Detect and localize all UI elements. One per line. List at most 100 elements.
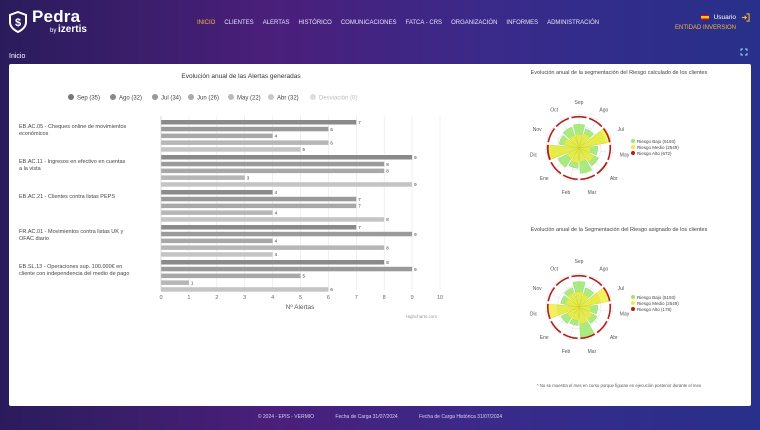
radar-wedge-medio[interactable] bbox=[578, 127, 611, 149]
radar-wedge-alto[interactable] bbox=[562, 174, 578, 181]
nav-item-administración[interactable]: ADMINISTRACIÓN bbox=[547, 20, 600, 26]
legend-marker[interactable] bbox=[310, 94, 316, 100]
bar-data-label: 8 bbox=[386, 162, 389, 167]
radar-wedge-alto[interactable] bbox=[571, 274, 587, 278]
bar-sep[interactable] bbox=[161, 120, 357, 125]
bar-ago[interactable] bbox=[161, 196, 357, 202]
footer: © 2024 - EPIS - VERMIO Fecha de Carga 31… bbox=[0, 414, 760, 420]
radar-wedge-medio[interactable] bbox=[575, 291, 583, 308]
bar-jun[interactable] bbox=[161, 280, 189, 285]
radar-wedge-medio[interactable] bbox=[578, 146, 592, 153]
radar-footnote: * No se muestra el mes en curso porque f… bbox=[537, 383, 701, 388]
bar-may[interactable] bbox=[161, 252, 273, 257]
bar-jul[interactable] bbox=[161, 273, 301, 279]
radar-wedge-medio[interactable] bbox=[566, 306, 580, 319]
radar-wedge-medio[interactable] bbox=[566, 147, 580, 160]
radar-wedge-medio[interactable] bbox=[571, 147, 580, 164]
radar-legend-marker[interactable] bbox=[631, 301, 635, 305]
radar-wedge-alto[interactable] bbox=[580, 174, 596, 181]
bar-may[interactable] bbox=[161, 217, 385, 222]
radar-wedge-medio[interactable] bbox=[578, 306, 593, 320]
radar-wedge-medio[interactable] bbox=[578, 293, 590, 308]
radar-wedge-medio[interactable] bbox=[563, 138, 580, 149]
radar-wedge-medio[interactable] bbox=[567, 292, 580, 308]
radar-wedge-alto[interactable] bbox=[547, 287, 556, 302]
radar-legend-marker[interactable] bbox=[631, 151, 635, 155]
radar-legend-marker[interactable] bbox=[631, 295, 635, 299]
radar-wedge-alto[interactable] bbox=[588, 117, 603, 128]
nav-item-histórico[interactable]: HISTÓRICO bbox=[298, 20, 332, 26]
bar-sep[interactable] bbox=[161, 190, 273, 195]
radar-wedge-medio[interactable] bbox=[578, 147, 587, 162]
radar-legend-marker[interactable] bbox=[631, 307, 635, 311]
nav-item-fatca-crs[interactable]: FATCA - CRS bbox=[405, 20, 443, 26]
logout-icon[interactable] bbox=[741, 13, 750, 22]
entity-name[interactable]: ENTIDAD INVERSION bbox=[674, 25, 736, 31]
radar-wedge-alto[interactable] bbox=[546, 144, 551, 161]
legend-marker[interactable] bbox=[152, 94, 158, 100]
radar-wedge-alto[interactable] bbox=[555, 276, 570, 287]
bar-jul[interactable] bbox=[161, 203, 357, 209]
nav-item-informes[interactable]: INFORMES bbox=[506, 20, 539, 26]
bar-data-label: 4 bbox=[275, 252, 278, 257]
bar-jul[interactable] bbox=[161, 168, 385, 174]
legend-marker[interactable] bbox=[188, 94, 194, 100]
nav-item-alertas[interactable]: ALERTAS bbox=[262, 20, 290, 26]
radar-wedge-medio[interactable] bbox=[565, 298, 580, 308]
bar-jul[interactable] bbox=[161, 133, 273, 139]
bar-jun[interactable] bbox=[161, 175, 245, 180]
radar-wedge-alto[interactable] bbox=[562, 333, 578, 340]
radar-wedge-medio[interactable] bbox=[575, 134, 583, 149]
radar-wedge-medio[interactable] bbox=[578, 147, 595, 163]
radar-wedge-alto[interactable] bbox=[596, 320, 608, 334]
radar-wedge-medio[interactable] bbox=[578, 133, 591, 149]
radar-wedge-alto[interactable] bbox=[547, 128, 556, 143]
radar-wedge-alto[interactable] bbox=[571, 115, 587, 119]
radar-wedge-alto[interactable] bbox=[550, 161, 562, 175]
bar-may[interactable] bbox=[161, 147, 301, 152]
radar-wedge-alto[interactable] bbox=[602, 287, 611, 302]
bar-ago[interactable] bbox=[161, 231, 413, 237]
legend-marker[interactable] bbox=[228, 94, 234, 100]
bar-may[interactable] bbox=[161, 287, 329, 292]
legend-marker[interactable] bbox=[68, 94, 74, 100]
bar-jul[interactable] bbox=[161, 238, 273, 244]
nav-item-comunicaciones[interactable]: COMUNICACIONES bbox=[340, 20, 397, 26]
bar-ago[interactable] bbox=[161, 266, 413, 272]
expand-icon[interactable] bbox=[740, 48, 748, 56]
bar-sep[interactable] bbox=[161, 225, 357, 230]
nav-item-organización[interactable]: ORGANIZACIÓN bbox=[451, 20, 498, 26]
legend-marker[interactable] bbox=[110, 94, 116, 100]
radar-wedge-alto[interactable] bbox=[607, 303, 612, 320]
nav-item-inicio[interactable]: INICIO bbox=[197, 20, 216, 26]
spain-flag-icon[interactable] bbox=[700, 15, 709, 20]
radar-wedge-alto[interactable] bbox=[546, 303, 551, 320]
radar-wedge-alto[interactable] bbox=[588, 276, 603, 287]
radar-legend-marker[interactable] bbox=[631, 139, 635, 143]
radar-wedge-alto[interactable] bbox=[555, 117, 570, 128]
radar-wedge-medio[interactable] bbox=[571, 306, 580, 321]
radar-wedge-alto[interactable] bbox=[580, 333, 596, 340]
nav-item-clientes[interactable]: CLIENTES bbox=[224, 20, 254, 26]
bar-jun[interactable] bbox=[161, 140, 329, 145]
radar-wedge-medio[interactable] bbox=[578, 306, 588, 325]
radar-wedge-alto[interactable] bbox=[550, 320, 562, 334]
bar-data-label: 8 bbox=[386, 217, 389, 222]
bar-data-label: 8 bbox=[386, 169, 389, 174]
bar-may[interactable] bbox=[161, 182, 413, 187]
radar-wedge-alto[interactable] bbox=[596, 161, 608, 175]
radar-legend-marker[interactable] bbox=[631, 145, 635, 149]
radar-wedge-medio[interactable] bbox=[568, 134, 580, 149]
bar-sep[interactable] bbox=[161, 155, 413, 160]
bar-jun[interactable] bbox=[161, 245, 385, 250]
legend-marker[interactable] bbox=[268, 94, 274, 100]
bar-jun[interactable] bbox=[161, 210, 273, 215]
app-logo[interactable]: $ Pedra by izertis bbox=[8, 8, 87, 35]
radar-wedge-medio[interactable] bbox=[578, 305, 592, 312]
radar-wedge-alto[interactable] bbox=[602, 128, 611, 143]
user-name[interactable]: Usuario bbox=[713, 14, 736, 21]
bar-ago[interactable] bbox=[161, 126, 329, 132]
bar-sep[interactable] bbox=[161, 260, 385, 265]
radar-wedge-alto[interactable] bbox=[607, 144, 612, 161]
bar-ago[interactable] bbox=[161, 161, 385, 167]
